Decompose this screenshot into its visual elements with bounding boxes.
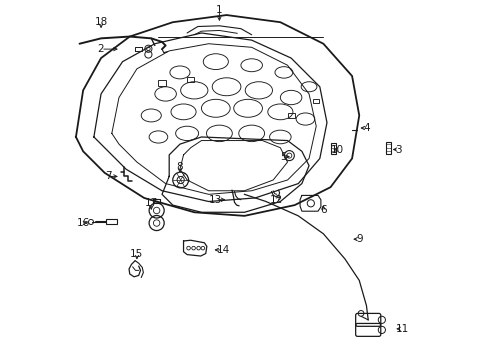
Text: 5: 5 xyxy=(280,152,286,162)
Text: 15: 15 xyxy=(130,248,143,258)
Text: 18: 18 xyxy=(94,17,107,27)
Text: 7: 7 xyxy=(105,171,111,181)
Text: 8: 8 xyxy=(176,162,183,172)
Text: 3: 3 xyxy=(395,144,401,154)
Text: 12: 12 xyxy=(269,195,283,205)
Text: 14: 14 xyxy=(216,245,229,255)
Text: 10: 10 xyxy=(330,144,344,154)
Text: 2: 2 xyxy=(98,44,104,54)
Text: 1: 1 xyxy=(216,5,222,15)
Text: 4: 4 xyxy=(363,123,369,133)
Bar xyxy=(187,77,194,82)
Bar xyxy=(106,220,117,225)
Text: 6: 6 xyxy=(320,206,326,216)
Text: 9: 9 xyxy=(355,234,362,244)
Text: 17: 17 xyxy=(144,198,158,208)
Bar xyxy=(158,80,165,86)
Text: 13: 13 xyxy=(209,195,222,205)
Bar xyxy=(386,141,390,154)
Text: 16: 16 xyxy=(76,218,90,228)
Bar xyxy=(312,99,319,103)
Text: 11: 11 xyxy=(395,324,408,334)
Bar xyxy=(287,113,294,118)
Bar xyxy=(330,143,335,154)
